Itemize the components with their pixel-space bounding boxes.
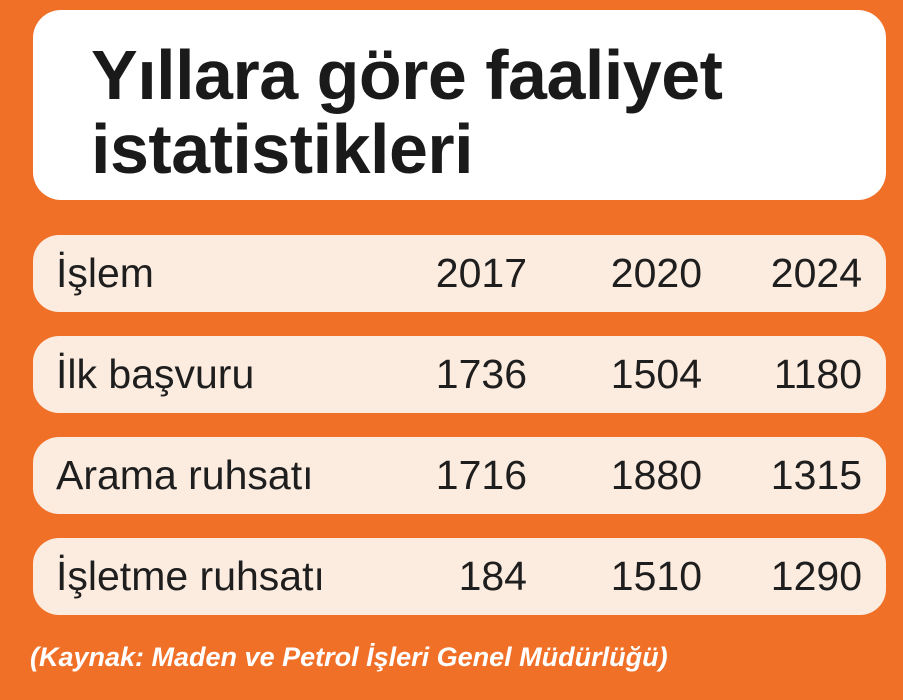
title-line-1: Yıllara göre faaliyet [91,36,723,114]
header-cell: 2017 [435,250,527,296]
table-cell: 1736 [435,351,527,397]
table-cell: 184 [458,553,527,599]
table-cell: 1180 [773,351,862,397]
table-row: İlk başvuru 1736 1504 1180 [33,336,886,413]
table-cell: 1504 [610,351,702,397]
header-cell: 2024 [770,250,862,296]
title-box: Yıllara göre faaliyet istatistikleri [33,10,886,200]
row-label: İşletme ruhsatı [56,553,325,599]
table-row: Arama ruhsatı 1716 1880 1315 [33,437,886,514]
row-label: Arama ruhsatı [56,452,314,498]
table-cell: 1315 [770,452,862,498]
table-cell: 1880 [610,452,702,498]
table-row: İşletme ruhsatı 184 1510 1290 [33,538,886,615]
header-cell: 2020 [610,250,702,296]
table-cell: 1510 [610,553,702,599]
table-header-row: İşlem 2017 2020 2024 [33,235,886,312]
page-title: Yıllara göre faaliyet istatistikleri [91,36,723,188]
table-cell: 1290 [770,553,862,599]
header-cell: İşlem [56,250,154,296]
row-label: İlk başvuru [56,351,255,397]
table-cell: 1716 [435,452,527,498]
title-line-2: istatistikleri [91,110,474,188]
source-note: (Kaynak: Maden ve Petrol İşleri Genel Mü… [30,642,668,672]
